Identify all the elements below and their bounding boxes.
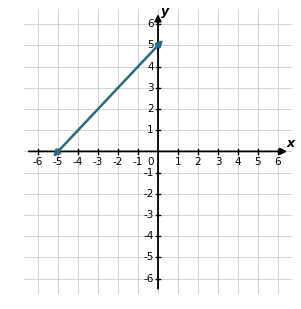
Text: -3: -3 <box>143 210 154 220</box>
Text: -6: -6 <box>143 274 154 284</box>
Text: 2: 2 <box>195 157 201 167</box>
Text: 6: 6 <box>147 19 154 29</box>
Text: 5: 5 <box>147 40 154 50</box>
Text: -2: -2 <box>113 157 123 167</box>
Text: y: y <box>161 5 169 18</box>
Text: 4: 4 <box>147 61 154 72</box>
Text: -1: -1 <box>133 157 143 167</box>
Text: -1: -1 <box>143 167 154 178</box>
Text: -2: -2 <box>143 189 154 199</box>
Text: 6: 6 <box>275 157 281 167</box>
Text: 2: 2 <box>147 104 154 114</box>
Text: x: x <box>287 138 295 150</box>
Text: -3: -3 <box>93 157 103 167</box>
Text: -4: -4 <box>73 157 83 167</box>
Text: 3: 3 <box>215 157 221 167</box>
Text: -5: -5 <box>53 157 63 167</box>
Text: 1: 1 <box>147 125 154 135</box>
Text: -4: -4 <box>143 231 154 241</box>
Text: 5: 5 <box>255 157 261 167</box>
Text: 4: 4 <box>235 157 241 167</box>
Text: 1: 1 <box>175 157 181 167</box>
Text: -5: -5 <box>143 252 154 262</box>
Text: -6: -6 <box>33 157 43 167</box>
Text: 3: 3 <box>147 83 154 93</box>
Text: 0: 0 <box>147 157 154 167</box>
